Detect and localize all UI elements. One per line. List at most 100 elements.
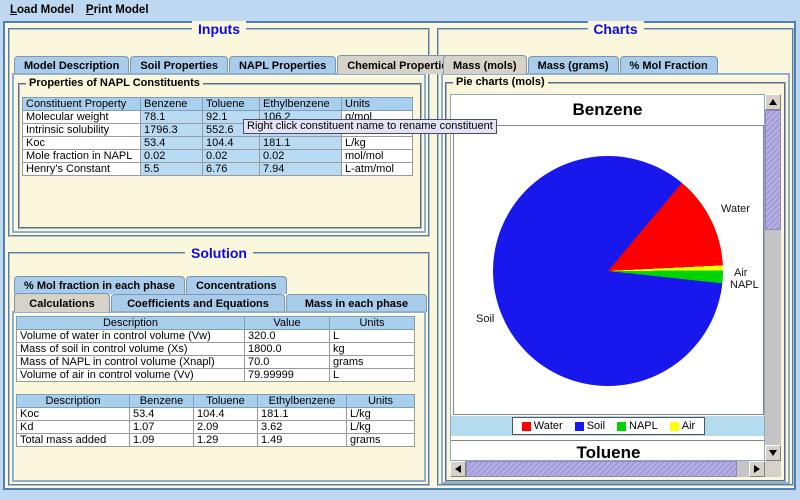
row-label-cell[interactable]: Molecular weight: [22, 110, 141, 124]
column-header[interactable]: Ethylbenzene: [259, 97, 342, 111]
column-header[interactable]: Benzene: [140, 97, 203, 111]
value-cell[interactable]: 70.0: [244, 355, 330, 369]
value-cell[interactable]: 104.4: [193, 407, 258, 421]
row-label-cell[interactable]: Volume of air in control volume (Vv): [16, 368, 245, 382]
value-cell[interactable]: 2.09: [193, 420, 258, 434]
row-label-cell[interactable]: Mole fraction in NAPL: [22, 149, 141, 163]
vertical-scrollbar[interactable]: [765, 94, 781, 461]
tab-chemical-properties[interactable]: Chemical Properties: [337, 55, 464, 74]
tab-concentrations[interactable]: Concentrations: [185, 276, 287, 294]
vertical-scrollbar-thumb[interactable]: [765, 110, 781, 230]
column-header[interactable]: Toluene: [202, 97, 260, 111]
menu-print-model[interactable]: Print Model: [85, 3, 149, 16]
value-cell[interactable]: 1.09: [129, 433, 194, 447]
value-cell[interactable]: grams: [346, 433, 415, 447]
napl-swatch-icon: [617, 421, 627, 431]
value-cell[interactable]: mol/mol: [341, 149, 413, 163]
value-cell[interactable]: 104.4: [202, 136, 260, 150]
value-cell[interactable]: 7.94: [259, 162, 342, 176]
row-label-cell[interactable]: Koc: [16, 407, 130, 421]
scroll-down-button[interactable]: [765, 445, 781, 461]
pie[interactable]: [493, 156, 723, 386]
column-header[interactable]: Toluene: [193, 394, 258, 408]
value-cell[interactable]: 6.76: [202, 162, 260, 176]
column-header[interactable]: Benzene: [129, 394, 194, 408]
table-row: Mass of soil in control volume (Xs) 1800.…: [16, 342, 415, 356]
row-label-cell[interactable]: Volume of water in control volume (Vw): [16, 329, 245, 343]
tab-soil-properties[interactable]: Soil Properties: [130, 56, 228, 74]
row-label-cell[interactable]: Mass of soil in control volume (Xs): [16, 342, 245, 356]
row-label-cell[interactable]: Total mass added: [16, 433, 130, 447]
value-cell[interactable]: L/kg: [346, 420, 415, 434]
value-cell[interactable]: L/kg: [341, 136, 413, 150]
horizontal-scrollbar-track[interactable]: [737, 461, 749, 477]
tab-coefficients-and-equations[interactable]: Coefficients and Equations: [111, 294, 285, 312]
charts-panel: Charts Mass (mols) Mass (grams) % Mol Fr…: [437, 21, 794, 486]
value-cell[interactable]: 3.62: [257, 420, 347, 434]
row-label-cell[interactable]: Intrinsic solubility: [22, 123, 141, 137]
value-cell[interactable]: 78.1: [140, 110, 203, 124]
row-label-cell[interactable]: Kd: [16, 420, 130, 434]
coefficients-table-wrap: Description Benzene Toluene Ethylbenzene Uni…: [16, 394, 415, 447]
tab-model-description[interactable]: Model Description: [14, 56, 130, 74]
row-label-cell[interactable]: Koc: [22, 136, 141, 150]
tab-calculations[interactable]: Calculations: [14, 293, 110, 312]
value-cell[interactable]: 0.02: [202, 149, 260, 163]
column-header[interactable]: Constituent Property: [22, 97, 141, 111]
value-cell[interactable]: grams: [329, 355, 415, 369]
value-cell[interactable]: 53.4: [140, 136, 203, 150]
value-cell[interactable]: 1.49: [257, 433, 347, 447]
tab-mass-in-each-phase[interactable]: Mass in each phase: [286, 294, 427, 312]
value-cell[interactable]: L: [329, 368, 415, 382]
constituent-properties-table[interactable]: Constituent Property Benzene Toluene Ethylb…: [22, 97, 413, 176]
column-header[interactable]: Units: [341, 97, 413, 111]
column-header[interactable]: Description: [16, 394, 130, 408]
value-cell[interactable]: 79.99999: [244, 368, 330, 382]
column-header[interactable]: Units: [346, 394, 415, 408]
soil-swatch-icon: [574, 421, 584, 431]
scroll-right-icon: [754, 465, 760, 473]
air-swatch-icon: [669, 421, 679, 431]
value-cell[interactable]: 1.29: [193, 433, 258, 447]
tab-mass-mols[interactable]: Mass (mols): [443, 55, 527, 74]
tab-napl-properties[interactable]: NAPL Properties: [228, 56, 337, 74]
control-volumes-table[interactable]: Description Value Units Volume of water in …: [16, 316, 415, 382]
row-label-cell[interactable]: Mass of NAPL in control volume (Xnapl): [16, 355, 245, 369]
value-cell[interactable]: 320.0: [244, 329, 330, 343]
column-header[interactable]: Value: [244, 316, 330, 330]
value-cell[interactable]: 181.1: [259, 136, 342, 150]
value-cell[interactable]: 0.02: [259, 149, 342, 163]
value-cell[interactable]: 1800.0: [244, 342, 330, 356]
value-cell[interactable]: L: [329, 329, 415, 343]
vertical-scrollbar-track[interactable]: [765, 230, 781, 445]
tab-mol-fraction[interactable]: % Mol Fraction: [619, 56, 718, 74]
horizontal-scrollbar-thumb[interactable]: [466, 461, 737, 477]
tab-mol-fraction-each-phase[interactable]: % Mol fraction in each phase: [14, 276, 185, 294]
value-cell[interactable]: L-atm/mol: [341, 162, 413, 176]
coefficients-table[interactable]: Description Benzene Toluene Ethylbenzene Uni…: [16, 394, 415, 447]
scroll-left-button[interactable]: [450, 461, 466, 477]
value-cell[interactable]: L/kg: [346, 407, 415, 421]
value-cell[interactable]: 1.07: [129, 420, 194, 434]
table-row: Mass of NAPL in control volume (Xnapl) 70…: [16, 355, 415, 369]
value-cell[interactable]: 5.5: [140, 162, 203, 176]
scroll-up-button[interactable]: [765, 94, 781, 110]
value-cell[interactable]: kg: [329, 342, 415, 356]
table-row: Total mass added 1.09 1.29 1.49 grams: [16, 433, 415, 447]
next-pie-chart-title: Toluene: [576, 443, 641, 461]
tab-mass-grams[interactable]: Mass (grams): [527, 56, 619, 74]
value-cell[interactable]: 1796.3: [140, 123, 203, 137]
column-header[interactable]: Units: [329, 316, 415, 330]
napl-constituents-group: Properties of NAPL Constituents Constitu…: [18, 77, 422, 229]
menu-load-model[interactable]: Load Model: [10, 3, 74, 16]
value-cell[interactable]: 181.1: [257, 407, 347, 421]
row-label-cell[interactable]: Henry's Constant: [22, 162, 141, 176]
horizontal-scrollbar[interactable]: [450, 461, 765, 477]
scroll-right-button[interactable]: [749, 461, 765, 477]
scrollbar-corner: [765, 461, 781, 477]
column-header[interactable]: Ethylbenzene: [257, 394, 347, 408]
column-header[interactable]: Description: [16, 316, 245, 330]
value-cell[interactable]: 53.4: [129, 407, 194, 421]
value-cell[interactable]: 0.02: [140, 149, 203, 163]
charts-viewport: Benzene Water Air NAPL Soil Water: [450, 94, 765, 461]
